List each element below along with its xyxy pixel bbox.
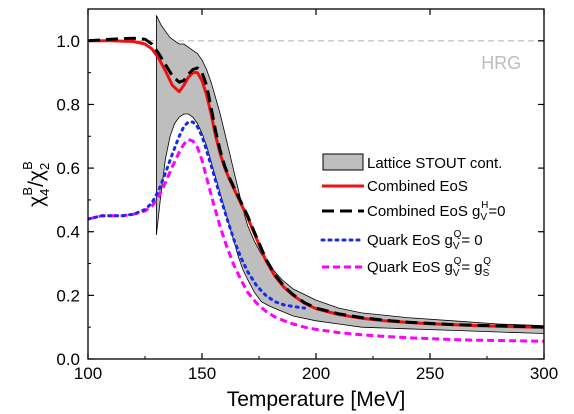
legend-label-combined: Combined EoS [367, 178, 468, 195]
legend-label-quark-gvgs: Quark EoS gVQ= gSQ [367, 256, 491, 279]
y-tick-label: 0.4 [56, 223, 80, 242]
x-tick-label: 250 [416, 364, 444, 383]
x-tick-label: 200 [302, 364, 330, 383]
x-axis-title: Temperature [MeV] [227, 388, 406, 411]
legend-label-quark-gv0: Quark EoS gVQ= 0 [367, 229, 483, 252]
series-line-1 [88, 36, 544, 329]
legend-swatch-lattice [322, 153, 364, 171]
hrg-annotation: HRG [481, 53, 521, 73]
series-line-2 [88, 120, 307, 310]
y-tick-label: 0.2 [56, 286, 80, 305]
series-line-3 [88, 138, 544, 343]
legend-label-combined-gh0: Combined EoS gVH=0 [367, 200, 505, 223]
y-tick-label: 0.6 [56, 159, 80, 178]
y-tick-label: 0.0 [56, 350, 80, 369]
series-layer [88, 36, 544, 343]
x-tick-label: 150 [188, 364, 216, 383]
legend: Lattice STOUT cont. Combined EoS Combine… [320, 153, 505, 279]
y-tick-label: 0.8 [56, 95, 80, 114]
x-tick-label: 300 [530, 364, 558, 383]
y-tick-label: 1.0 [56, 32, 80, 51]
legend-label-lattice: Lattice STOUT cont. [367, 155, 502, 172]
ticks-layer: 100 150 200 250 300 0.0 0.2 0.4 0.6 0.8 1.0 [56, 8, 558, 383]
y-axis-title: χ4B/χ2B [20, 161, 52, 207]
x-tick-label: 100 [74, 364, 102, 383]
